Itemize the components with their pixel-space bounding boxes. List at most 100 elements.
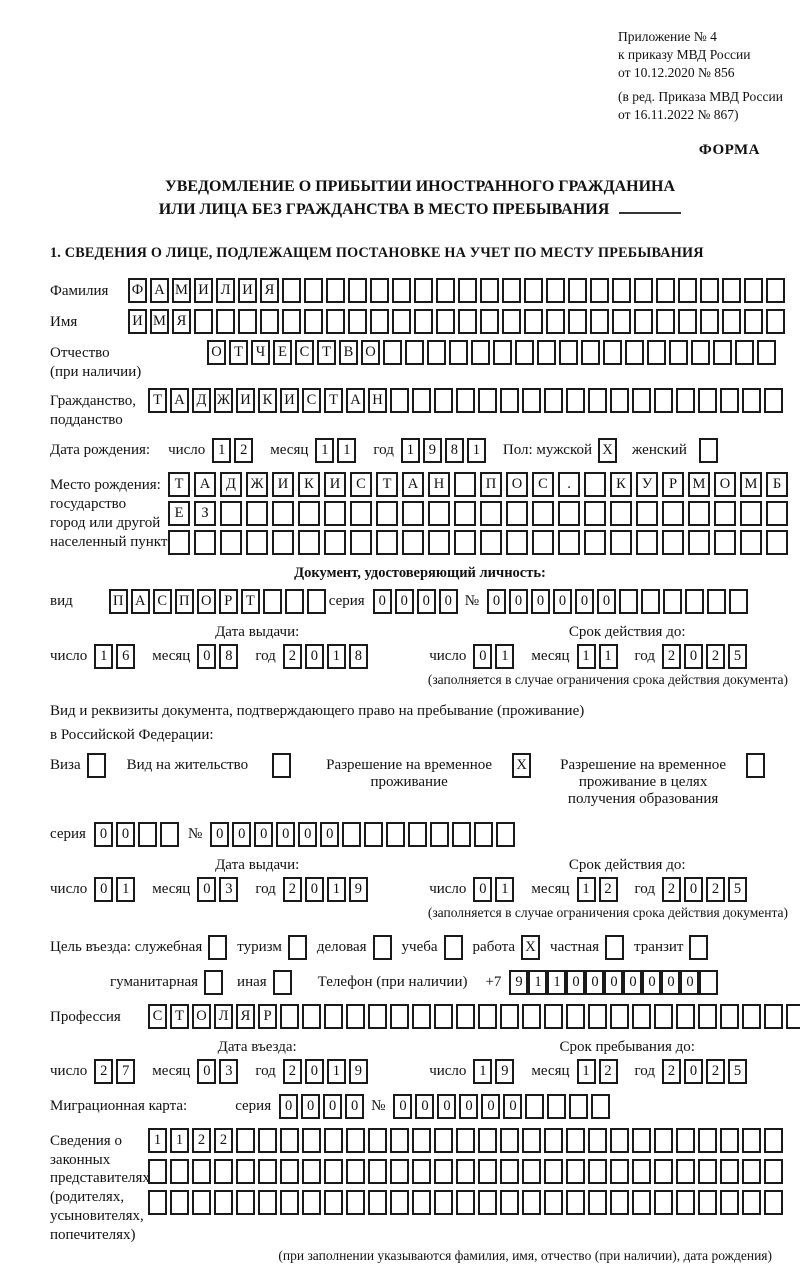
visa-checkbox[interactable] [86, 752, 109, 778]
char-box[interactable] [324, 1003, 343, 1029]
char-box[interactable] [698, 1189, 717, 1215]
char-box[interactable]: М [688, 472, 710, 498]
char-box[interactable]: А [346, 387, 365, 413]
char-box[interactable] [436, 278, 455, 304]
char-box[interactable] [669, 340, 688, 366]
char-box[interactable]: 6 [116, 644, 136, 670]
char-box[interactable]: С [152, 589, 172, 615]
char-box[interactable] [678, 309, 697, 335]
char-box[interactable] [676, 1003, 695, 1029]
char-box[interactable] [390, 1189, 409, 1215]
char-box[interactable] [700, 309, 719, 335]
char-box[interactable] [786, 1003, 800, 1029]
char-box[interactable]: 1 [315, 438, 335, 464]
char-box[interactable] [610, 501, 632, 527]
char-box[interactable] [282, 309, 301, 335]
char-box[interactable] [525, 1093, 545, 1119]
char-box[interactable]: К [610, 472, 632, 498]
char-box[interactable]: И [324, 472, 346, 498]
char-box[interactable] [588, 1189, 607, 1215]
char-box[interactable] [522, 1189, 541, 1215]
char-box[interactable] [456, 1127, 475, 1153]
char-box[interactable] [558, 501, 580, 527]
char-box[interactable] [742, 1127, 761, 1153]
char-box[interactable] [324, 530, 346, 556]
char-box[interactable] [544, 387, 563, 413]
char-box[interactable] [350, 501, 372, 527]
char-box[interactable] [632, 1127, 651, 1153]
char-box[interactable]: 2 [94, 1058, 114, 1084]
char-box[interactable]: 0 [393, 1093, 413, 1119]
char-box[interactable] [654, 1003, 673, 1029]
char-box[interactable]: Т [148, 387, 167, 413]
char-box[interactable]: 2 [192, 1127, 211, 1153]
char-box[interactable] [506, 501, 528, 527]
char-box[interactable] [346, 1003, 365, 1029]
char-box[interactable] [524, 309, 543, 335]
char-box[interactable]: 9 [348, 876, 368, 902]
char-box[interactable] [663, 589, 682, 615]
char-box[interactable] [280, 1127, 299, 1153]
char-box[interactable]: 8 [444, 438, 464, 464]
char-box[interactable] [454, 472, 476, 498]
char-box[interactable]: 0 [115, 821, 135, 847]
char-box[interactable] [214, 1189, 233, 1215]
char-box[interactable] [216, 309, 235, 335]
char-box[interactable]: 0 [304, 1058, 324, 1084]
char-box[interactable] [412, 1127, 431, 1153]
char-box[interactable] [720, 387, 739, 413]
char-box[interactable]: 1 [576, 876, 596, 902]
char-box[interactable] [168, 530, 190, 556]
char-box[interactable] [430, 821, 450, 847]
char-box[interactable]: 0 [684, 876, 703, 902]
char-box[interactable] [390, 387, 409, 413]
title-blank-line[interactable] [619, 200, 682, 215]
char-box[interactable]: 1 [528, 969, 548, 995]
char-box[interactable]: В [339, 340, 358, 366]
char-box[interactable] [304, 278, 323, 304]
char-box[interactable]: Р [662, 472, 684, 498]
char-box[interactable] [302, 1127, 321, 1153]
char-box[interactable] [662, 530, 684, 556]
char-box[interactable]: 2 [662, 1058, 681, 1084]
char-box[interactable]: 0 [298, 821, 318, 847]
char-box[interactable] [722, 278, 741, 304]
char-box[interactable] [474, 821, 494, 847]
char-box[interactable] [458, 309, 477, 335]
char-box[interactable] [148, 1189, 167, 1215]
char-box[interactable]: П [480, 472, 502, 498]
temp-residence-edu-checkbox[interactable] [746, 752, 768, 778]
char-box[interactable]: 0 [684, 644, 703, 670]
char-box[interactable] [720, 1189, 739, 1215]
char-box[interactable] [478, 1003, 497, 1029]
char-box[interactable] [456, 1003, 475, 1029]
char-box[interactable] [700, 278, 719, 304]
char-box[interactable]: 0 [531, 589, 550, 615]
char-box[interactable]: 8 [219, 644, 239, 670]
char-box[interactable] [605, 934, 625, 960]
char-box[interactable]: Р [258, 1003, 277, 1029]
char-box[interactable] [282, 278, 301, 304]
char-box[interactable] [427, 340, 446, 366]
char-box[interactable]: 0 [93, 821, 113, 847]
char-box[interactable]: 2 [662, 876, 681, 902]
char-box[interactable] [502, 278, 521, 304]
char-box[interactable]: Н [368, 387, 387, 413]
char-box[interactable] [434, 387, 453, 413]
char-box[interactable]: Т [324, 387, 343, 413]
char-box[interactable]: 8 [348, 644, 368, 670]
char-box[interactable]: М [740, 472, 762, 498]
char-box[interactable] [260, 309, 279, 335]
char-box[interactable] [500, 1127, 519, 1153]
legal-reps-line3-boxes[interactable] [148, 1189, 786, 1215]
char-box[interactable] [414, 278, 433, 304]
char-box[interactable] [764, 1189, 783, 1215]
char-box[interactable] [302, 1003, 321, 1029]
